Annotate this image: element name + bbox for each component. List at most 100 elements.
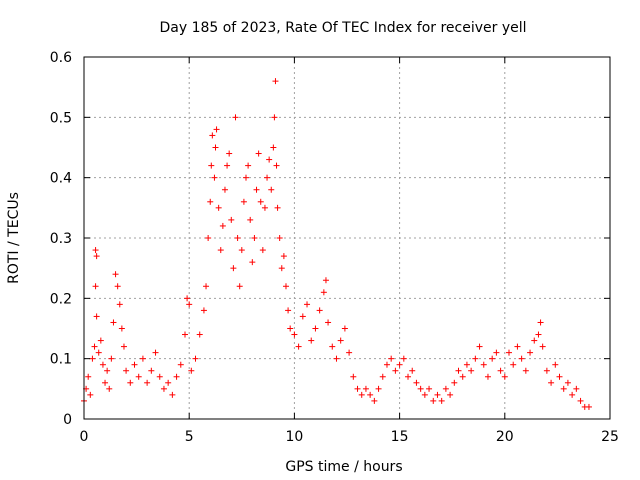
data-point bbox=[221, 186, 228, 193]
data-point bbox=[308, 337, 315, 344]
data-point bbox=[192, 355, 199, 362]
data-point bbox=[451, 379, 458, 386]
data-point bbox=[527, 349, 534, 356]
data-point bbox=[539, 343, 546, 350]
data-point bbox=[312, 325, 319, 332]
data-point bbox=[337, 337, 344, 344]
data-point bbox=[537, 319, 544, 326]
data-point bbox=[329, 343, 336, 350]
data-point bbox=[316, 307, 323, 314]
data-point bbox=[506, 349, 513, 356]
y-tick-label: 0.1 bbox=[50, 352, 72, 368]
data-point bbox=[212, 144, 219, 151]
data-point bbox=[184, 295, 191, 302]
data-point bbox=[396, 361, 403, 368]
data-point bbox=[104, 367, 111, 374]
data-point bbox=[266, 156, 273, 163]
data-point bbox=[455, 367, 462, 374]
data-point bbox=[89, 355, 96, 362]
grid bbox=[84, 57, 610, 419]
data-point bbox=[285, 307, 292, 314]
data-point bbox=[447, 391, 454, 398]
data-point bbox=[522, 367, 529, 374]
data-point bbox=[409, 367, 416, 374]
data-point bbox=[95, 349, 102, 356]
data-point bbox=[501, 373, 508, 380]
data-point bbox=[569, 391, 576, 398]
data-point bbox=[400, 355, 407, 362]
data-point bbox=[135, 373, 142, 380]
x-tick-label: 10 bbox=[285, 429, 303, 445]
x-tick-label: 25 bbox=[601, 429, 619, 445]
data-point bbox=[196, 331, 203, 338]
data-point bbox=[270, 144, 277, 151]
data-point bbox=[497, 367, 504, 374]
data-point bbox=[186, 301, 193, 308]
data-point bbox=[261, 204, 268, 211]
data-point bbox=[476, 343, 483, 350]
data-point bbox=[188, 367, 195, 374]
data-point bbox=[123, 367, 130, 374]
data-point bbox=[371, 397, 378, 404]
data-point bbox=[367, 391, 374, 398]
x-tick-label: 15 bbox=[391, 429, 409, 445]
y-tick-label: 0.5 bbox=[50, 110, 72, 126]
data-point bbox=[287, 325, 294, 332]
data-point bbox=[173, 373, 180, 380]
data-point bbox=[211, 174, 218, 181]
y-tick-label: 0 bbox=[63, 412, 72, 428]
data-point bbox=[92, 283, 99, 290]
data-point bbox=[228, 216, 235, 223]
data-point bbox=[278, 265, 285, 272]
data-point bbox=[358, 391, 365, 398]
data-point bbox=[102, 379, 109, 386]
axis-ticks: 0 5 10 15 20 25 0 0.1 0.2 0.3 0.4 0.5 0.6 bbox=[50, 50, 619, 445]
data-point bbox=[472, 355, 479, 362]
data-point bbox=[304, 301, 311, 308]
plot-frame bbox=[83, 56, 611, 420]
data-point bbox=[430, 397, 437, 404]
data-point bbox=[165, 379, 172, 386]
data-point bbox=[468, 367, 475, 374]
data-point bbox=[484, 373, 491, 380]
data-point bbox=[92, 247, 99, 254]
data-point bbox=[181, 331, 188, 338]
data-point bbox=[251, 235, 258, 241]
data-point bbox=[556, 373, 563, 380]
data-point bbox=[518, 355, 525, 362]
data-point bbox=[108, 355, 115, 362]
data-point bbox=[489, 355, 496, 362]
data-point bbox=[535, 331, 542, 338]
data-point bbox=[156, 373, 163, 380]
data-point bbox=[421, 391, 428, 398]
data-point bbox=[91, 343, 98, 350]
data-point bbox=[93, 313, 100, 320]
data-point bbox=[139, 355, 146, 362]
data-point bbox=[426, 385, 433, 392]
data-point bbox=[215, 204, 222, 211]
data-point bbox=[299, 313, 306, 320]
data-point bbox=[434, 391, 441, 398]
data-point bbox=[350, 373, 357, 380]
data-point bbox=[276, 235, 283, 241]
data-point bbox=[573, 385, 580, 392]
data-point bbox=[392, 367, 399, 374]
data-point bbox=[127, 379, 134, 386]
y-tick-label: 0.2 bbox=[50, 291, 72, 307]
data-point bbox=[114, 283, 121, 290]
data-point bbox=[405, 373, 412, 380]
data-point bbox=[152, 349, 159, 356]
data-point bbox=[291, 331, 298, 338]
y-tick-label: 0.3 bbox=[50, 231, 72, 247]
data-point bbox=[230, 265, 237, 272]
x-tick-label: 5 bbox=[185, 429, 194, 445]
data-point bbox=[160, 385, 167, 392]
data-point bbox=[268, 186, 275, 193]
data-point bbox=[274, 204, 281, 211]
data-point bbox=[442, 385, 449, 392]
data-point bbox=[217, 247, 224, 254]
data-point bbox=[112, 271, 119, 278]
data-point bbox=[247, 216, 254, 223]
data-point bbox=[99, 361, 106, 368]
